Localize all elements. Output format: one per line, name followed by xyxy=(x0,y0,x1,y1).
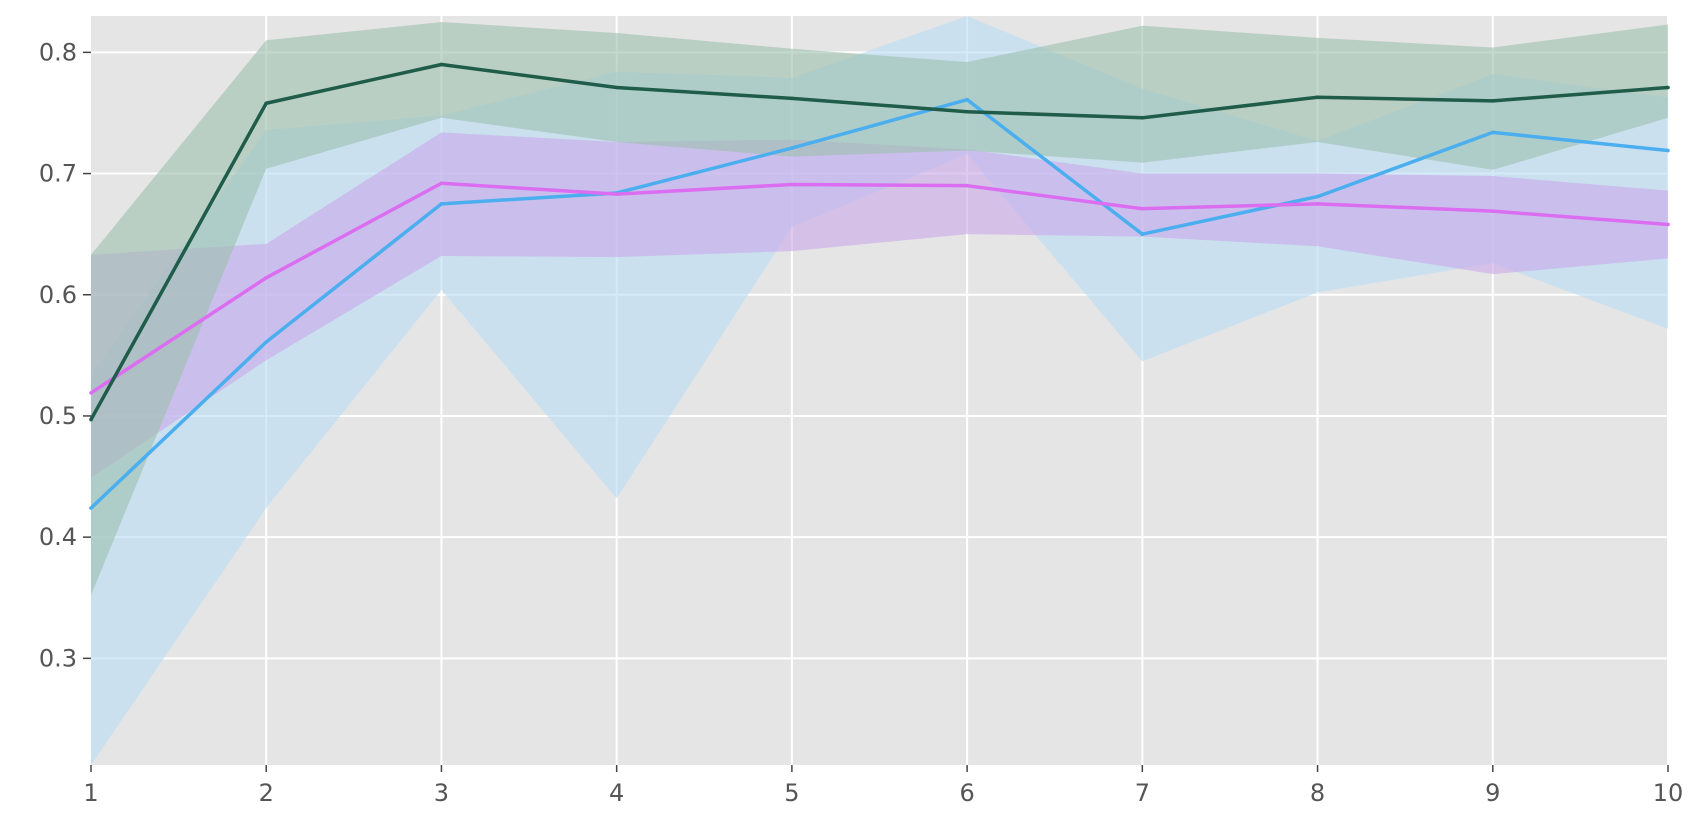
series-2-band xyxy=(91,132,1668,478)
x-tick-label: 8 xyxy=(1310,779,1325,807)
series-1-point xyxy=(1315,194,1320,199)
series-2-point xyxy=(1666,222,1670,227)
series-1-line xyxy=(89,97,1669,510)
series-3-point xyxy=(790,96,794,101)
series-lines xyxy=(89,62,1670,510)
y-tick-label: 0.8 xyxy=(39,38,77,66)
series-3-point xyxy=(264,101,269,106)
series-1-point xyxy=(965,97,969,102)
series-3-point xyxy=(614,85,619,90)
series-1-point xyxy=(1666,148,1670,153)
series-2-point xyxy=(264,275,269,280)
series-3-point xyxy=(1315,95,1320,100)
x-tick-label: 6 xyxy=(959,779,974,807)
y-tick-label: 0.5 xyxy=(39,402,77,430)
series-1-point xyxy=(790,146,794,150)
x-tick-label: 1 xyxy=(83,779,98,807)
series-2-point xyxy=(965,183,969,188)
x-tick-label: 9 xyxy=(1485,779,1500,807)
series-2-line xyxy=(90,181,1669,395)
series-3-point xyxy=(1666,85,1670,90)
series-2-point xyxy=(1490,209,1495,213)
series-1-point xyxy=(1140,232,1145,236)
series-2-point xyxy=(1140,206,1145,211)
x-tick-label: 7 xyxy=(1135,779,1150,807)
x-tick-label: 3 xyxy=(434,779,449,807)
y-tick-label: 0.7 xyxy=(39,160,77,188)
y-tick-label: 0.4 xyxy=(39,523,77,551)
x-tick-label: 4 xyxy=(609,779,624,807)
series-3-point xyxy=(965,109,969,114)
x-tick-label: 2 xyxy=(259,779,274,807)
series-1-point xyxy=(439,202,444,206)
series-2-point xyxy=(790,182,794,187)
series-2-point xyxy=(1315,202,1320,206)
series-1-point xyxy=(264,340,269,344)
confidence-bands xyxy=(91,16,1668,765)
series-3-line xyxy=(89,62,1669,421)
y-tick-label: 0.6 xyxy=(39,281,77,309)
x-tick-label: 10 xyxy=(1653,779,1684,807)
series-1-point xyxy=(89,506,93,510)
x-tick-label: 5 xyxy=(784,779,799,807)
series-2-point xyxy=(614,192,619,196)
series-2-point xyxy=(439,181,444,186)
y-tick-label: 0.3 xyxy=(39,644,77,672)
series-3-point xyxy=(439,62,444,67)
axes: 1 2 3 4 5 6 7 8 9 10 0.3 0.4 0.5 0.6 0.7 0.8 xyxy=(39,38,1683,807)
series-3-point xyxy=(1490,99,1495,103)
series-1-point xyxy=(1490,130,1495,135)
series-3-point xyxy=(89,417,93,422)
series-3-point xyxy=(1140,116,1145,120)
series-2-point xyxy=(89,391,93,395)
series-3-band xyxy=(91,22,1668,596)
